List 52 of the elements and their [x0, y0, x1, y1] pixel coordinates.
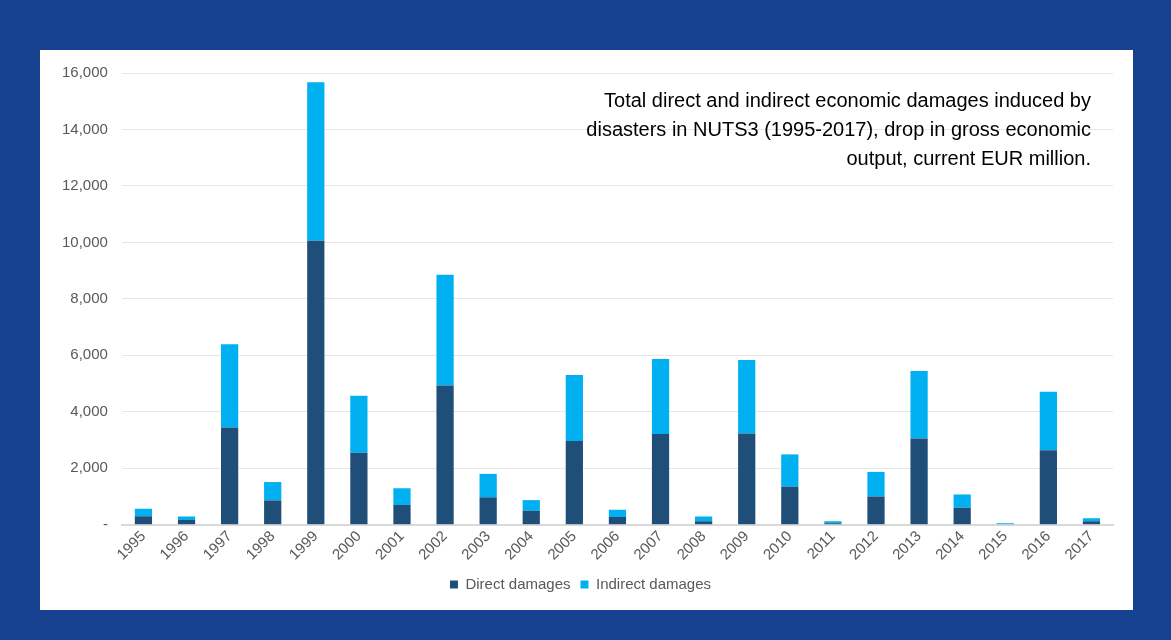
y-tick-label: 6,000	[70, 345, 108, 363]
bar	[307, 82, 325, 241]
bar	[220, 427, 239, 525]
bar	[479, 473, 497, 498]
y-tick-label: 4,000	[70, 401, 108, 419]
y-tick-label: 2,000	[70, 458, 108, 476]
bar	[522, 510, 540, 525]
bar	[565, 441, 583, 525]
bar	[393, 488, 411, 505]
legend-label: Indirect damages	[595, 574, 712, 592]
bar	[350, 395, 368, 453]
y-tick-label: 16,000	[61, 63, 108, 81]
bar	[738, 360, 756, 434]
bar	[264, 482, 282, 501]
y-tick-label: -	[102, 514, 108, 532]
bar	[479, 497, 497, 525]
bar	[781, 454, 799, 487]
y-tick-label: 10,000	[61, 232, 108, 250]
bar	[436, 274, 454, 386]
bar	[781, 486, 799, 525]
bar	[910, 371, 928, 439]
bar	[651, 434, 670, 525]
text: Total direct and indirect economic damages induced by disasters in NUTS3 (1995-2017), drop in gross economic output, current EUR million.	[586, 88, 1091, 169]
bar	[953, 507, 971, 525]
bar	[134, 508, 153, 517]
bar	[695, 516, 713, 522]
bar	[220, 344, 239, 428]
bar	[177, 519, 196, 525]
bar	[436, 385, 454, 525]
bar	[695, 521, 713, 525]
bar	[393, 504, 411, 525]
bar	[264, 500, 282, 525]
bar	[522, 500, 540, 511]
bar	[608, 517, 627, 525]
y-tick-label: 8,000	[70, 288, 108, 306]
bar	[608, 509, 627, 518]
bar	[867, 496, 885, 525]
bar	[134, 516, 153, 525]
bar	[177, 516, 196, 520]
bar	[867, 471, 885, 497]
y-tick-label: 14,000	[61, 119, 108, 137]
y-tick-label: 12,000	[61, 176, 108, 194]
bar	[738, 433, 756, 525]
bar	[1039, 391, 1057, 451]
bar	[651, 358, 670, 435]
bar	[565, 375, 583, 442]
bar	[350, 452, 368, 525]
legend-label: Direct damages	[465, 574, 571, 592]
bar	[1039, 450, 1057, 525]
bar	[953, 494, 971, 508]
bar	[307, 240, 325, 525]
bar	[910, 438, 928, 525]
